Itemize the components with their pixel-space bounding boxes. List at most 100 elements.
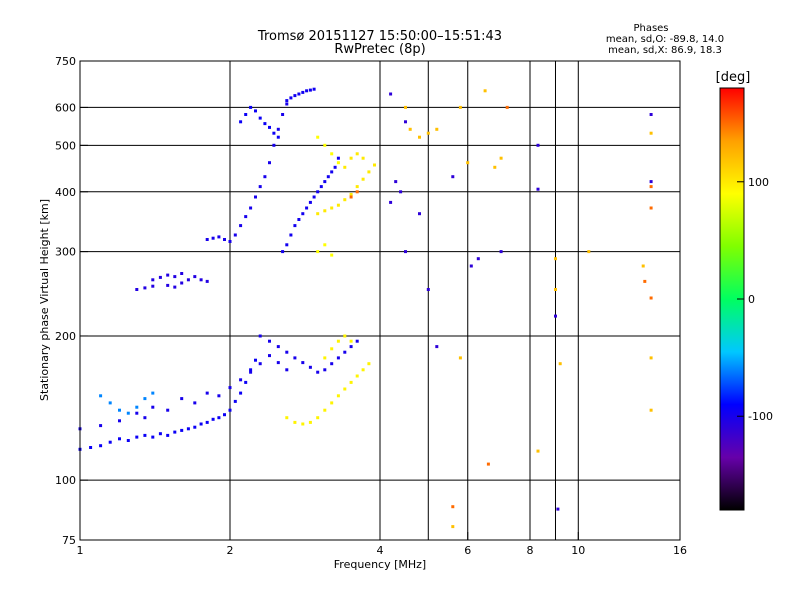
data-point: [135, 405, 139, 409]
data-point: [285, 102, 289, 106]
data-point: [173, 275, 177, 279]
data-point: [323, 408, 327, 412]
data-point: [211, 417, 215, 421]
data-point: [205, 391, 209, 395]
colorbar-label: [deg]: [716, 70, 751, 85]
data-point: [143, 286, 147, 290]
data-point: [308, 420, 312, 424]
data-point: [89, 446, 93, 449]
data-point: [217, 416, 221, 420]
data-point: [297, 92, 301, 96]
data-point: [408, 127, 412, 131]
data-point: [451, 525, 455, 529]
data-point: [499, 156, 503, 160]
data-point: [499, 250, 503, 254]
colorbar-tick-label: 0: [748, 293, 755, 306]
data-point: [367, 362, 371, 366]
x-tick-label: 2: [227, 544, 234, 557]
colorbar-tick-label: -100: [748, 410, 773, 423]
data-point: [249, 370, 253, 374]
data-point: [343, 387, 347, 391]
data-point: [223, 413, 226, 417]
data-point: [316, 135, 320, 139]
data-point: [217, 235, 221, 239]
data-point: [151, 391, 155, 395]
data-point: [186, 278, 190, 282]
data-point: [244, 380, 248, 384]
data-point: [249, 368, 253, 372]
data-point: [151, 284, 155, 288]
data-point: [166, 273, 170, 277]
data-point: [301, 422, 305, 426]
data-point: [469, 264, 473, 268]
data-point: [404, 105, 407, 109]
data-point: [258, 362, 262, 366]
data-point: [205, 420, 209, 424]
data-point: [641, 264, 645, 268]
data-point: [186, 427, 190, 431]
data-point: [649, 180, 653, 184]
data-point: [293, 224, 297, 228]
data-point: [180, 428, 184, 432]
data-point: [258, 334, 262, 338]
info-line-o: mean, sd,O: -89.8, 14.0: [606, 34, 724, 45]
data-point: [330, 362, 334, 366]
data-point: [293, 94, 297, 98]
data-point: [308, 200, 312, 204]
data-point: [349, 156, 353, 160]
data-point: [349, 339, 353, 343]
data-point: [223, 238, 226, 241]
data-point: [476, 257, 480, 261]
data-point: [373, 163, 376, 167]
data-point: [649, 113, 653, 116]
data-point: [643, 279, 647, 283]
data-point: [135, 288, 139, 291]
data-point: [193, 401, 197, 405]
data-point: [180, 281, 184, 285]
data-point: [276, 127, 280, 131]
data-point: [556, 507, 560, 511]
data-point: [276, 345, 280, 349]
data-point: [285, 416, 289, 420]
data-point: [336, 161, 340, 165]
data-point: [285, 99, 289, 103]
data-point: [239, 224, 243, 228]
data-point: [239, 391, 243, 395]
data-point: [173, 430, 177, 434]
data-point: [343, 165, 347, 169]
x-tick-label: 16: [673, 544, 687, 557]
data-point: [349, 192, 353, 196]
data-point: [199, 278, 203, 282]
data-point: [323, 143, 327, 147]
data-point: [249, 206, 253, 210]
data-point: [233, 399, 237, 403]
data-point: [361, 368, 365, 372]
y-tick-label: 200: [55, 330, 76, 343]
data-point: [143, 433, 147, 437]
x-tick-label: 1: [77, 544, 84, 557]
data-point: [336, 203, 340, 207]
colorbar: [deg] -100 0 100: [716, 70, 773, 511]
data-point: [268, 339, 271, 343]
data-point: [316, 212, 320, 216]
data-point: [649, 131, 653, 135]
info-line-x: mean, sd,X: 86.9, 18.3: [608, 45, 722, 56]
data-point: [394, 180, 398, 184]
data-point: [404, 250, 407, 254]
axes: 1 2 4 6 8 10 16 75 100 200 300 400 500 600 750: [55, 55, 687, 557]
data-point: [418, 212, 421, 216]
data-point: [399, 190, 403, 194]
data-point: [293, 420, 297, 424]
data-point: [108, 440, 112, 444]
data-point: [451, 175, 455, 179]
data-point: [323, 243, 327, 247]
data-point: [118, 419, 121, 423]
data-point: [285, 243, 289, 247]
data-point: [126, 411, 130, 415]
data-point: [285, 368, 289, 372]
data-point: [285, 350, 289, 354]
data-point: [281, 250, 285, 254]
data-point: [268, 125, 271, 129]
data-point: [99, 444, 103, 448]
data-point: [367, 170, 371, 174]
